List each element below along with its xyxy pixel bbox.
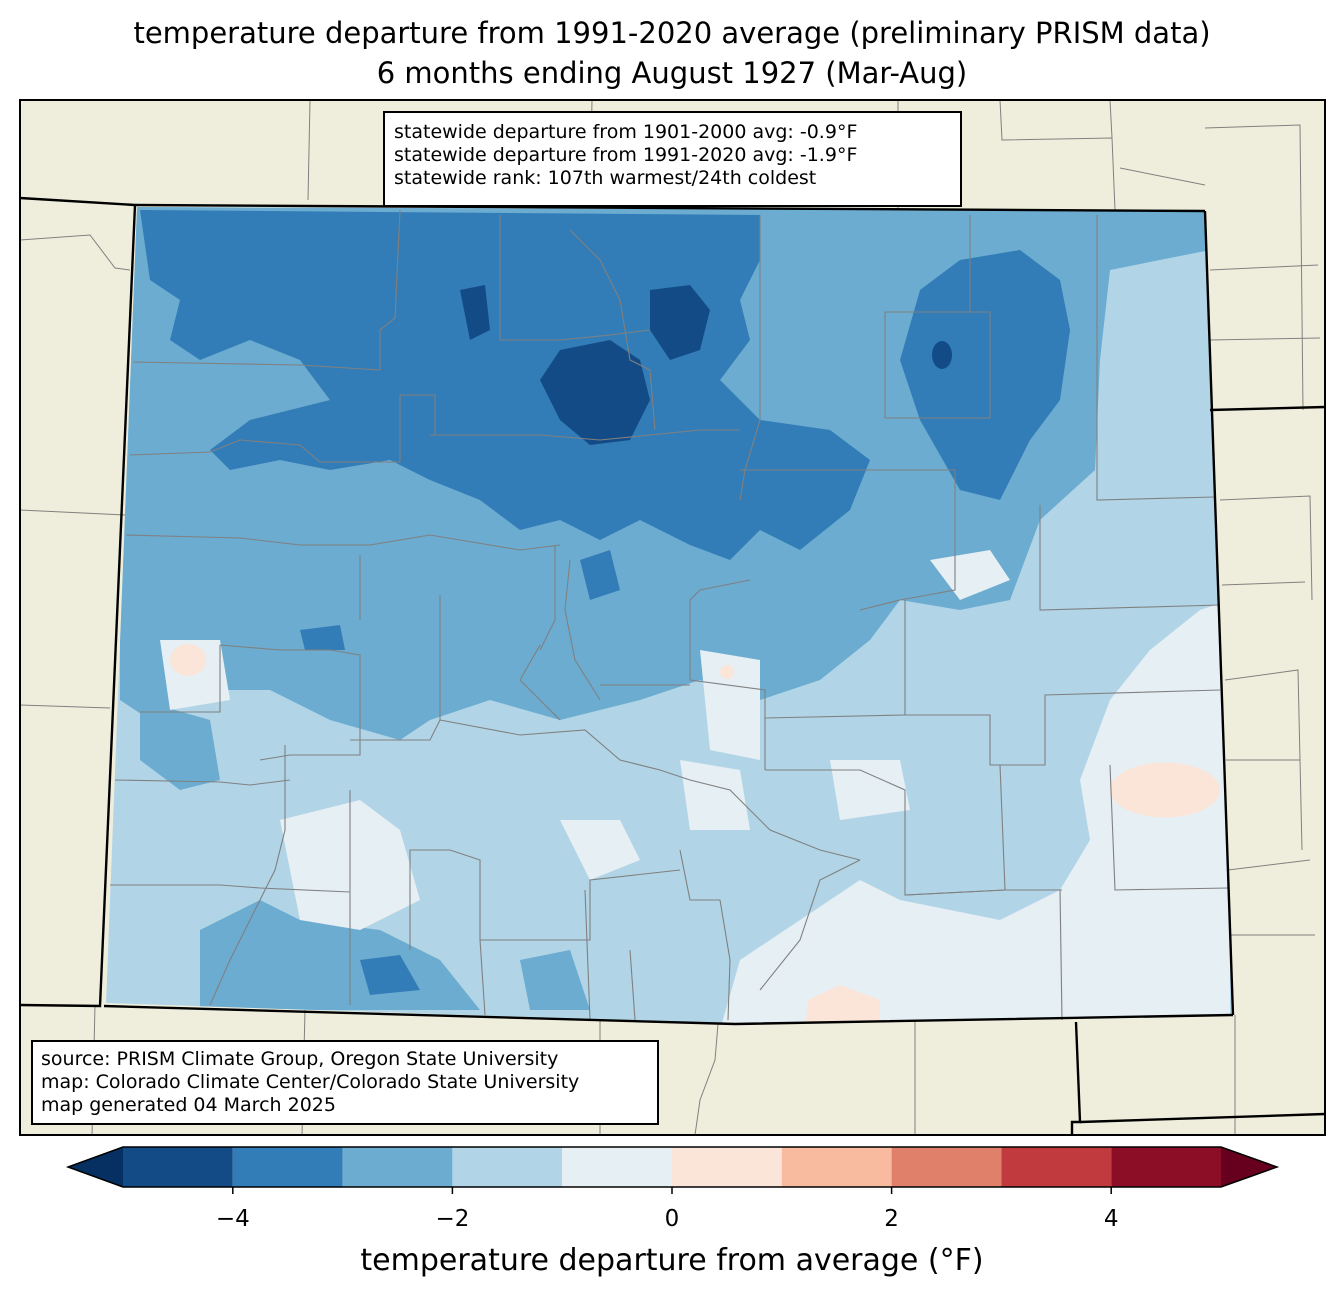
colorbar-bin [123,1147,233,1187]
state-borders [20,196,1325,1135]
colorbar-bin [562,1147,672,1187]
stats-rank: statewide rank: 107th warmest/24th colde… [394,167,817,189]
map-title-line2: 6 months ending August 1927 (Mar-Aug) [376,56,968,90]
colorbar-bin [1001,1147,1112,1187]
source-line: source: PRISM Climate Group, Oregon Stat… [41,1048,559,1070]
colorbar-tick-label: 4 [1103,1206,1119,1232]
colorbar-extend-high [1221,1147,1277,1187]
colorbar-extend-low [68,1147,123,1187]
colorbar-tick-label: −2 [435,1206,470,1232]
colorbar-tick-label: −4 [215,1206,250,1232]
stats-departure-1901-2000: statewide departure from 1901-2000 avg: … [394,121,858,143]
colorbar-bin [342,1147,453,1187]
map-generated-line: map generated 04 March 2025 [41,1094,336,1116]
temperature-field [106,207,1233,1024]
map-title-line1: temperature departure from 1991-2020 ave… [133,16,1211,50]
colorbar-bin [781,1147,892,1187]
colorbar-bin [891,1147,1002,1187]
map-credit-line: map: Colorado Climate Center/Colorado St… [41,1071,580,1093]
colorbar-bin [1111,1147,1221,1187]
statewide-stats-box: statewide departure from 1901-2000 avg: … [383,111,962,207]
colorbar-tick-label: 0 [664,1206,680,1232]
colorbar-bin [672,1147,782,1187]
colorbar-bin [232,1147,343,1187]
colorbar-outline [65,1146,1280,1188]
colorbar-tick-label: 2 [884,1206,899,1232]
colorbar-label: temperature departure from average (°F) [360,1243,984,1278]
colorbar-bin [452,1147,563,1187]
stats-departure-1991-2020: statewide departure from 1991-2020 avg: … [394,144,858,166]
source-box: source: PRISM Climate Group, Oregon Stat… [31,1040,659,1125]
colorado-county-lines [110,209,1229,1021]
colorbar [65,1146,1280,1194]
